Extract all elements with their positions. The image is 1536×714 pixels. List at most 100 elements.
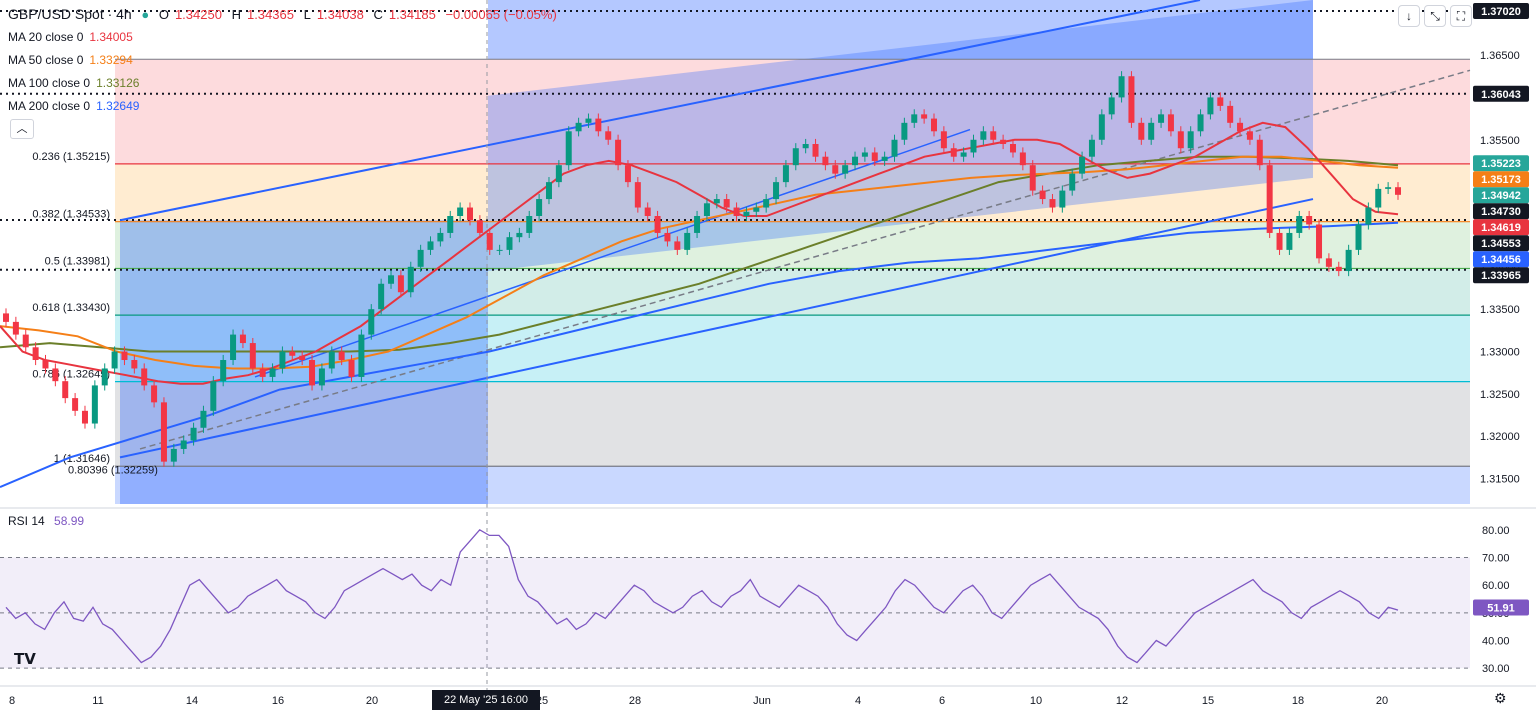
candle-body: [170, 448, 177, 462]
rsi-label: RSI 14: [8, 514, 45, 528]
candle-body: [526, 216, 533, 233]
candle-body: [980, 131, 987, 140]
time-tick: 28: [629, 695, 641, 707]
candle-body: [52, 368, 59, 382]
time-tick: Jun: [753, 695, 771, 707]
gear-icon[interactable]: ⚙: [1494, 690, 1507, 706]
ma50-legend[interactable]: MA 50 close 0 1.33294: [8, 53, 133, 67]
rsi-tick: 40.00: [1482, 636, 1510, 648]
candle-body: [121, 351, 128, 360]
rsi-line: [5, 528, 1399, 664]
candle-body: [289, 351, 296, 356]
rsi-legend[interactable]: RSI 14 58.99: [8, 514, 84, 528]
candle-body: [358, 334, 365, 377]
candle-body: [1345, 249, 1352, 272]
candle-body: [1306, 216, 1313, 225]
rsi-tag-bg: [1473, 599, 1529, 616]
price-tick: 1.36500: [1480, 50, 1520, 62]
candle-body: [397, 275, 404, 293]
candle-body: [457, 207, 464, 216]
candle-body: [220, 360, 227, 382]
candle-body: [437, 232, 444, 242]
ma20-line: [0, 121, 1399, 385]
tradingview-logo-icon[interactable]: 𝗧𝗩: [14, 651, 36, 668]
price-tag-label: 1.34942: [1481, 190, 1521, 202]
candle-body: [743, 211, 750, 216]
candle-body: [22, 334, 29, 348]
price-tick: 1.33000: [1480, 347, 1520, 359]
channel-top-shade: [488, 0, 1313, 60]
time-tick: 16: [272, 695, 284, 707]
candle-body: [476, 220, 483, 233]
candle-body: [190, 427, 197, 441]
low-value: 1.34038: [316, 7, 364, 22]
candle-body: [1286, 232, 1293, 250]
candle-body: [624, 165, 631, 183]
time-tick: 20: [1376, 695, 1388, 707]
price-tag-bg: [1473, 187, 1529, 204]
candle-body: [723, 199, 730, 208]
candle-body: [1148, 122, 1155, 140]
fib-label-3: 0.618 (1.33430): [32, 302, 110, 314]
ma50-value: 1.33294: [89, 53, 133, 67]
candle-body: [901, 122, 908, 140]
ma20-value: 1.34005: [89, 30, 133, 44]
candle-body: [931, 118, 937, 132]
collapse-icon[interactable]: ⤡: [1424, 5, 1446, 27]
candle-body: [279, 351, 286, 369]
chevron-up-icon[interactable]: ︿: [10, 119, 34, 139]
candle-body: [1365, 207, 1372, 225]
candle-body: [62, 381, 69, 399]
candle-body: [921, 114, 928, 119]
candle-body: [1039, 190, 1046, 200]
price-tag-label: 1.36043: [1481, 89, 1521, 101]
candle-body: [42, 360, 49, 369]
candle-body: [1355, 224, 1362, 250]
candle-body: [328, 351, 335, 369]
candle-body: [1237, 122, 1244, 132]
fib-band-1: [115, 163, 1470, 222]
time-tick: 6: [939, 695, 945, 707]
price-tick: 1.33500: [1480, 304, 1520, 316]
fullscreen-icon[interactable]: ⛶: [1450, 5, 1472, 27]
fib-label-4: 0.786 (1.32645): [32, 369, 110, 381]
candle-body: [81, 410, 88, 424]
candle-body: [1266, 165, 1273, 233]
candle-body: [1207, 97, 1214, 115]
ma200-legend[interactable]: MA 200 close 0 1.32649: [8, 99, 139, 113]
candle-body: [1019, 152, 1026, 166]
time-tick: 10: [1030, 695, 1042, 707]
rsi-tick: 70.00: [1482, 553, 1510, 565]
candle-body: [1167, 114, 1174, 132]
ma200-label: MA 200 close 0: [8, 99, 91, 113]
candle-body: [72, 398, 79, 411]
candle-body: [3, 313, 9, 322]
candle-body: [239, 334, 246, 344]
time-tick: 8: [9, 695, 15, 707]
candle-body: [664, 232, 671, 242]
candle-body: [1088, 139, 1095, 157]
price-tick: 1.32500: [1480, 389, 1520, 401]
rsi-tick: 80.00: [1482, 525, 1510, 537]
candle-body: [269, 368, 276, 377]
channel-upper-line: [119, 0, 1201, 222]
candle-body: [1177, 131, 1184, 149]
candle-body: [1000, 139, 1007, 144]
candle-body: [299, 355, 306, 360]
fib-label-1: 0.382 (1.34533): [32, 209, 110, 221]
fib-band-0: [115, 59, 1470, 164]
ma20-legend[interactable]: MA 20 close 0 1.34005: [8, 30, 133, 44]
rsi-tick: 30.00: [1482, 663, 1510, 675]
candle-body: [1059, 190, 1066, 208]
candle-body: [615, 139, 622, 166]
arrow-down-icon[interactable]: ↓: [1398, 5, 1420, 27]
price-tick: 1.35500: [1480, 135, 1520, 147]
ma100-legend[interactable]: MA 100 close 0 1.33126: [8, 76, 139, 90]
symbol-title[interactable]: GBP/USD Spot · 4h: [8, 6, 132, 22]
candle-body: [180, 440, 187, 449]
crosshair-time-tooltip: 22 May '25 16:00: [432, 690, 540, 710]
candle-body: [467, 207, 473, 221]
low-label: L: [303, 7, 311, 22]
candle-body: [1385, 187, 1392, 189]
